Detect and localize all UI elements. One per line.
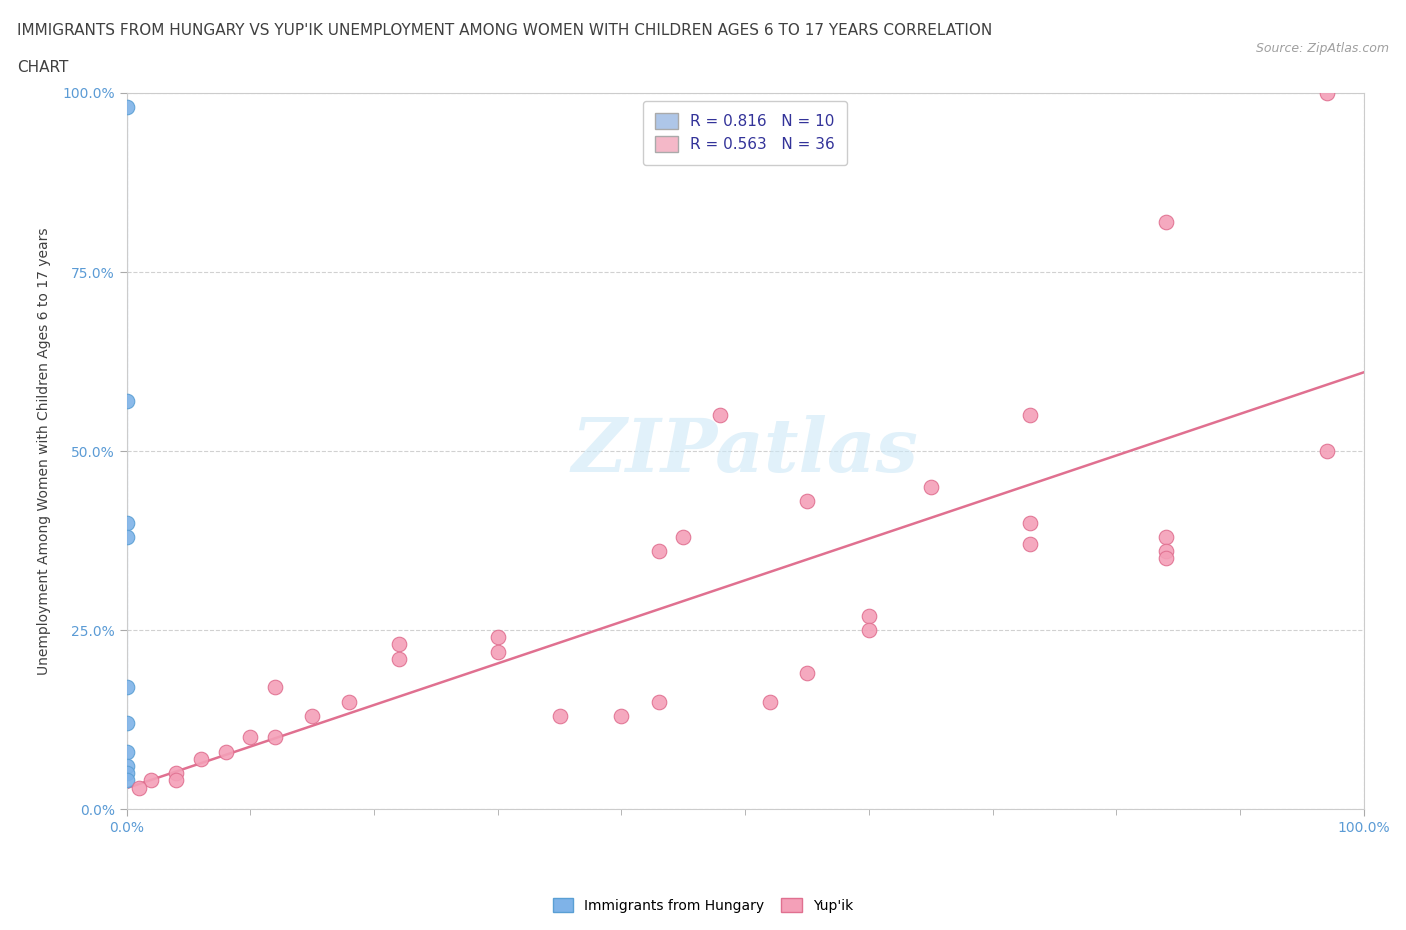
Y-axis label: Unemployment Among Women with Children Ages 6 to 17 years: Unemployment Among Women with Children A… <box>37 227 51 675</box>
Point <box>1316 86 1339 100</box>
Point <box>388 651 411 666</box>
Point <box>165 766 187 781</box>
Point <box>128 780 150 795</box>
Point <box>610 709 633 724</box>
Point <box>1154 551 1177 565</box>
Point <box>239 730 262 745</box>
Point <box>115 716 138 731</box>
Point <box>486 630 509 644</box>
Text: IMMIGRANTS FROM HUNGARY VS YUP'IK UNEMPLOYMENT AMONG WOMEN WITH CHILDREN AGES 6 : IMMIGRANTS FROM HUNGARY VS YUP'IK UNEMPL… <box>17 23 993 38</box>
Point <box>1018 537 1040 551</box>
Point <box>115 744 138 759</box>
Point <box>115 393 138 408</box>
Point <box>647 544 669 559</box>
Point <box>115 759 138 774</box>
Point <box>264 730 287 745</box>
Point <box>165 773 187 788</box>
Legend: Immigrants from Hungary, Yup'ik: Immigrants from Hungary, Yup'ik <box>547 893 859 919</box>
Point <box>1154 529 1177 544</box>
Point <box>672 529 695 544</box>
Point <box>388 637 411 652</box>
Point <box>115 773 138 788</box>
Point <box>190 751 212 766</box>
Point <box>548 709 571 724</box>
Point <box>647 694 669 709</box>
Point <box>115 766 138 781</box>
Point <box>1154 215 1177 230</box>
Point <box>858 623 880 638</box>
Point <box>141 773 163 788</box>
Point <box>115 515 138 530</box>
Point <box>796 494 818 509</box>
Text: CHART: CHART <box>17 60 69 75</box>
Point <box>337 694 360 709</box>
Legend: R = 0.816   N = 10, R = 0.563   N = 36: R = 0.816 N = 10, R = 0.563 N = 36 <box>643 100 848 165</box>
Point <box>1316 444 1339 458</box>
Point <box>115 529 138 544</box>
Point <box>1154 544 1177 559</box>
Point <box>759 694 782 709</box>
Text: Source: ZipAtlas.com: Source: ZipAtlas.com <box>1256 42 1389 55</box>
Point <box>1018 515 1040 530</box>
Text: ZIPatlas: ZIPatlas <box>572 415 918 487</box>
Point <box>214 744 236 759</box>
Point <box>1018 407 1040 422</box>
Point <box>486 644 509 659</box>
Point <box>920 480 942 495</box>
Point <box>709 407 731 422</box>
Point <box>858 608 880 623</box>
Point <box>115 680 138 695</box>
Point <box>796 666 818 681</box>
Point <box>264 680 287 695</box>
Point <box>115 100 138 114</box>
Point <box>301 709 323 724</box>
